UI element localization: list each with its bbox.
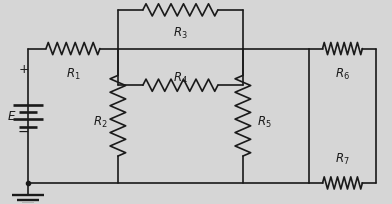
Text: $R_3$: $R_3$ bbox=[173, 26, 188, 41]
Text: $R_2$: $R_2$ bbox=[93, 115, 107, 130]
Text: $R_6$: $R_6$ bbox=[335, 66, 350, 81]
Text: $R_1$: $R_1$ bbox=[65, 66, 80, 81]
Text: $R_4$: $R_4$ bbox=[173, 70, 188, 85]
Text: $R_7$: $R_7$ bbox=[335, 151, 350, 166]
Text: $+$: $+$ bbox=[18, 63, 29, 76]
Text: $E$: $E$ bbox=[7, 110, 16, 123]
Text: $R_5$: $R_5$ bbox=[257, 115, 272, 130]
Text: $-$: $-$ bbox=[17, 123, 29, 137]
